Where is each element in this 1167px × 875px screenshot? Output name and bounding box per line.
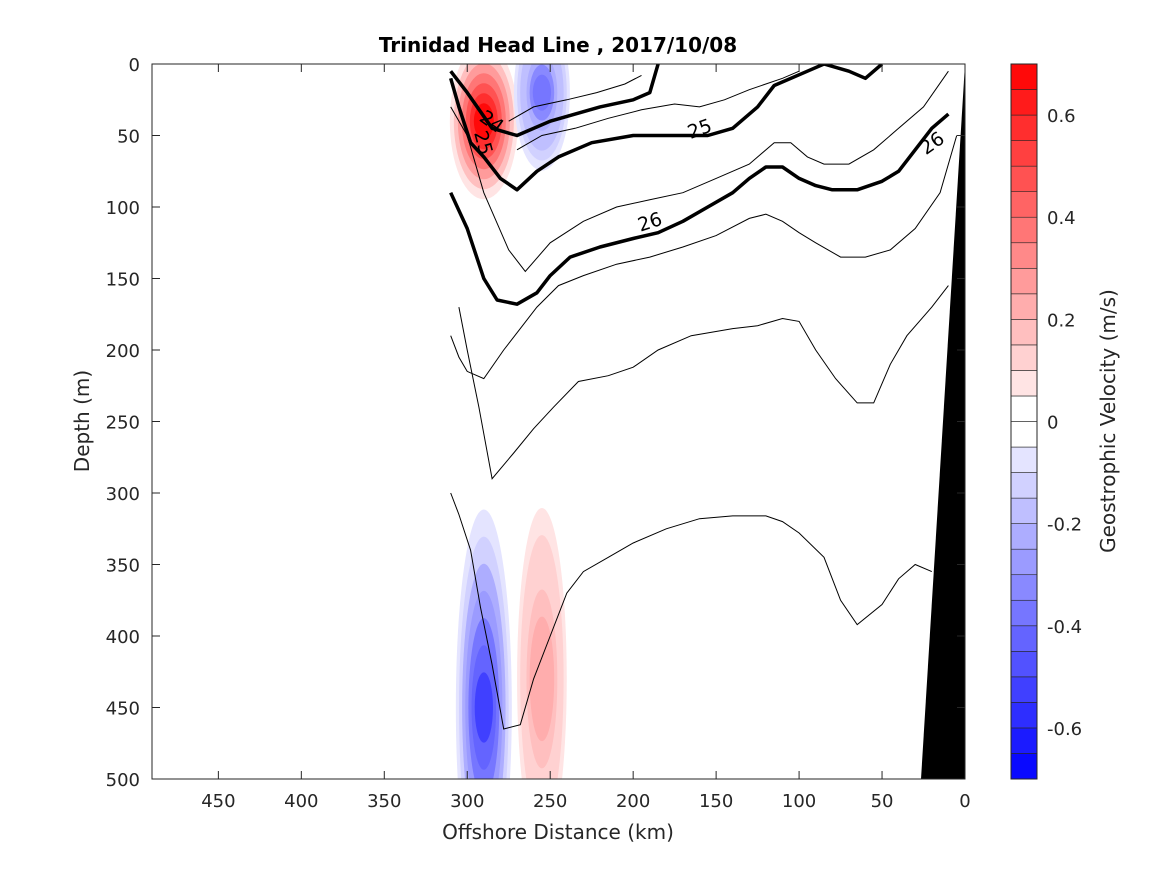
colorbar-swatch <box>1010 421 1038 448</box>
colorbar-label: Geostrophic Velocity (m/s) <box>1096 289 1120 553</box>
y-tick-label: 450 <box>106 699 140 720</box>
x-tick-label: 450 <box>201 791 235 812</box>
x-tick-label: 200 <box>616 791 650 812</box>
colorbar-swatch <box>1010 651 1038 678</box>
colorbar-swatch <box>1010 446 1038 473</box>
colorbar-swatch <box>1010 114 1038 141</box>
colorbar-tick-label: -0.2 <box>1047 515 1082 536</box>
density-contour-thin <box>450 492 932 730</box>
colorbar-swatch <box>1010 242 1038 269</box>
colorbar-swatch <box>1010 676 1038 703</box>
colorbar-swatch <box>1010 319 1038 346</box>
density-contour-bold <box>449 64 660 138</box>
density-contour-thin <box>458 285 949 480</box>
colorbar-swatch <box>1010 472 1038 499</box>
colorbar-swatch <box>1010 497 1038 524</box>
colorbar-tick-label: 0 <box>1047 413 1058 434</box>
colorbar-swatch <box>1010 293 1038 320</box>
colorbar-swatch <box>1010 344 1038 371</box>
y-tick-label: 300 <box>106 484 140 505</box>
y-tick-label: 50 <box>117 127 140 148</box>
x-tick-label: 100 <box>782 791 816 812</box>
x-tick-label: 400 <box>284 791 318 812</box>
colorbar-swatch <box>1010 63 1038 90</box>
y-axis: 0 50 100 150 200 250 300 350 400 450 500 <box>106 55 965 791</box>
density-contour-thin <box>508 74 642 122</box>
velocity-patch <box>474 672 493 743</box>
velocity-patch <box>532 74 552 111</box>
colorbar-swatch <box>1010 574 1038 601</box>
colorbar-swatch <box>1010 370 1038 397</box>
colorbar-swatch <box>1010 523 1038 550</box>
density-contours <box>449 64 958 730</box>
colorbar-tick-label: -0.6 <box>1047 719 1082 740</box>
density-contour-bold <box>449 112 950 306</box>
chart-title: Trinidad Head Line , 2017/10/08 <box>379 33 737 57</box>
x-axis-label: Offshore Distance (km) <box>442 820 674 844</box>
colorbar-swatch <box>1010 753 1038 780</box>
colorbar-swatch <box>1010 140 1038 167</box>
colorbar: 0.6 0.4 0.2 0 -0.2 -0.4 -0.6 <box>1010 63 1082 780</box>
colorbar-swatch <box>1010 599 1038 627</box>
y-axis-label: Depth (m) <box>70 370 94 472</box>
colorbar-tick-label: -0.4 <box>1047 617 1082 638</box>
colorbar-tick-label: 0.6 <box>1047 106 1076 127</box>
velocity-field <box>449 64 570 779</box>
velocity-patch <box>532 643 552 715</box>
density-contour-bold <box>823 64 884 81</box>
colorbar-frame <box>1010 63 1038 780</box>
colorbar-swatch <box>1010 216 1038 244</box>
x-tick-label: 0 <box>959 791 970 812</box>
y-tick-label: 200 <box>106 341 140 362</box>
x-tick-label: 150 <box>699 791 733 812</box>
density-contour-thin <box>450 135 958 380</box>
y-tick-label: 250 <box>106 413 140 434</box>
colorbar-swatch <box>1010 702 1038 729</box>
colorbar-swatch <box>1010 395 1038 422</box>
colorbar-swatch <box>1010 191 1038 218</box>
x-tick-label: 350 <box>367 791 401 812</box>
x-axis: 450 400 350 300 250 200 150 100 50 0 <box>201 64 971 812</box>
colorbar-tick-label: 0.4 <box>1047 208 1076 229</box>
colorbar-tick-label: 0.2 <box>1047 310 1076 331</box>
x-tick-label: 50 <box>871 791 894 812</box>
density-contour-thin <box>450 70 949 273</box>
density-contour-thin <box>516 70 800 151</box>
colorbar-swatch <box>1010 727 1038 754</box>
y-tick-label: 500 <box>106 770 140 791</box>
bathymetry <box>921 64 965 779</box>
colorbar-swatch <box>1010 625 1038 652</box>
colorbar-swatch <box>1010 165 1038 192</box>
y-tick-label: 0 <box>129 55 140 76</box>
density-contour-bold <box>449 64 825 192</box>
y-tick-label: 100 <box>106 198 140 219</box>
colorbar-swatch <box>1010 548 1038 576</box>
y-tick-label: 150 <box>106 270 140 291</box>
x-tick-label: 250 <box>533 791 567 812</box>
colorbar-swatch <box>1010 267 1038 295</box>
colorbar-swatch <box>1010 89 1038 116</box>
y-tick-label: 350 <box>106 556 140 577</box>
y-tick-label: 400 <box>106 627 140 648</box>
x-tick-label: 300 <box>450 791 484 812</box>
